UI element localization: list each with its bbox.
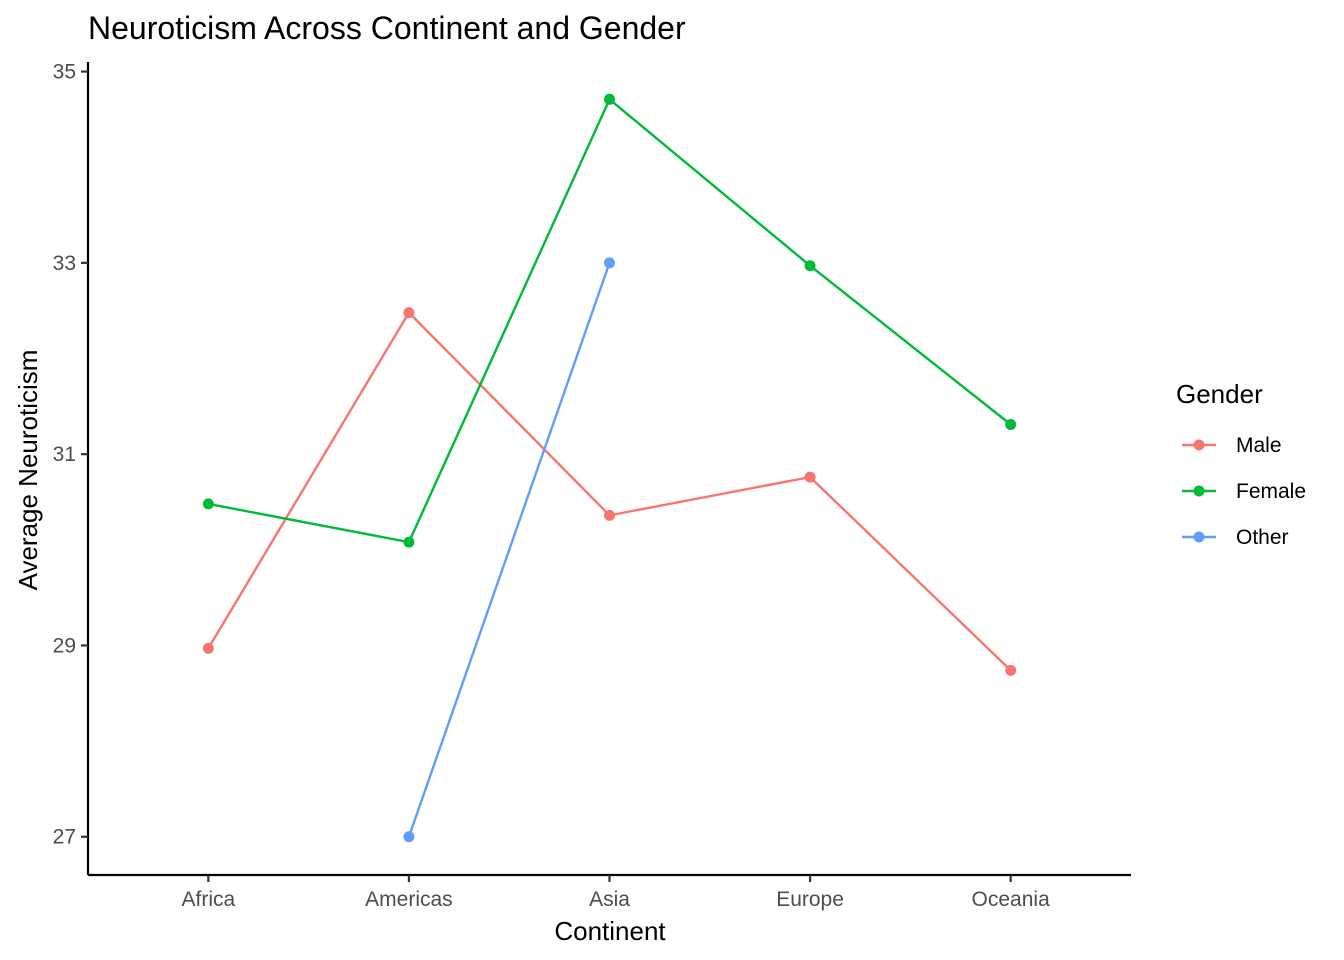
x-tick-label: Asia <box>589 888 630 911</box>
legend-item-other: Other <box>1182 526 1289 549</box>
plot-area <box>202 93 1017 843</box>
series-other <box>403 257 615 843</box>
y-tick-label: 27 <box>53 826 76 849</box>
series-male <box>202 307 1017 676</box>
legend-title: Gender <box>1176 379 1263 409</box>
x-axis-title: Continent <box>554 916 666 946</box>
data-point-female-europe <box>804 260 816 272</box>
y-tick-label: 33 <box>53 252 76 275</box>
legend-label: Male <box>1236 434 1282 457</box>
x-tick-label: Oceania <box>972 888 1051 911</box>
legend-label: Female <box>1236 480 1306 503</box>
data-point-female-asia <box>604 93 615 105</box>
x-tick-label: Europe <box>776 888 844 911</box>
legend: Gender Male Female Other <box>1176 379 1306 549</box>
legend-key-point <box>1193 531 1205 543</box>
data-point-female-americas <box>403 536 415 548</box>
data-point-male-americas <box>403 307 415 319</box>
legend-label: Other <box>1236 526 1289 549</box>
data-point-male-asia <box>604 509 615 521</box>
data-point-other-americas <box>403 831 415 843</box>
series-line-female <box>208 97 1012 544</box>
chart-title: Neuroticism Across Continent and Gender <box>88 10 686 46</box>
data-point-male-europe <box>804 471 816 483</box>
series-female <box>202 93 1017 548</box>
data-point-female-oceania <box>1005 419 1017 431</box>
series-line-male <box>207 310 1012 672</box>
legend-key-point <box>1193 485 1205 497</box>
legend-key-point <box>1193 439 1205 451</box>
y-tick-label: 29 <box>53 634 76 657</box>
series-line-other <box>407 262 611 838</box>
data-point-male-oceania <box>1005 664 1017 676</box>
axes: 27 29 31 33 35 Africa Americas Asia Europe Oceani… <box>53 61 1131 911</box>
legend-item-male: Male <box>1182 434 1282 457</box>
data-point-female-africa <box>202 498 214 510</box>
x-tick-label: Africa <box>182 888 236 911</box>
y-tick-label: 35 <box>53 61 76 84</box>
legend-item-female: Female <box>1182 480 1306 503</box>
y-axis-title: Average Neuroticism <box>13 350 43 591</box>
y-tick-label: 31 <box>53 443 76 466</box>
x-tick-label: Americas <box>365 888 453 911</box>
data-point-male-africa <box>202 642 214 654</box>
data-point-other-asia <box>604 257 615 269</box>
